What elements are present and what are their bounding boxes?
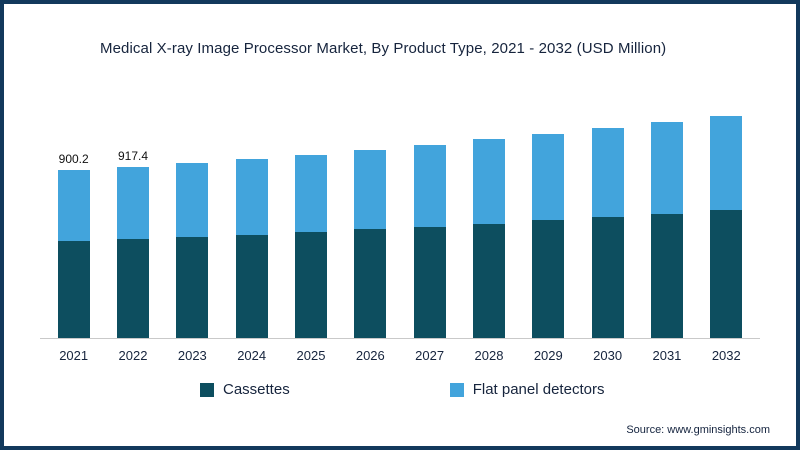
bar-group-2025 bbox=[281, 103, 340, 338]
bar-segment-cassettes bbox=[176, 236, 209, 338]
x-axis-label-2029: 2029 bbox=[533, 348, 563, 363]
stacked-bar bbox=[57, 170, 90, 338]
bar-segment-cassettes bbox=[235, 234, 268, 338]
bar-segment-flat-panel-detectors bbox=[116, 166, 149, 239]
bar-segment-cassettes bbox=[591, 217, 624, 338]
x-axis-line bbox=[40, 338, 760, 339]
stacked-bar bbox=[294, 154, 327, 338]
bar-segment-cassettes bbox=[710, 210, 743, 338]
bar-group-2029 bbox=[519, 103, 578, 338]
plot-area: 900.2 917.4 2021 2022 2023 2024 2025 2026 2027 2… bbox=[4, 103, 796, 363]
stacked-bar bbox=[472, 139, 505, 338]
bar-segment-flat-panel-detectors bbox=[532, 133, 565, 221]
bar-segment-flat-panel-detectors bbox=[472, 139, 505, 224]
legend-label-flat-panel-detectors: Flat panel detectors bbox=[472, 381, 605, 398]
legend-label-cassettes: Cassettes bbox=[223, 381, 290, 398]
x-axis-label-2031: 2031 bbox=[652, 348, 682, 363]
x-axis-labels: 2021 2022 2023 2024 2025 2026 2027 2028 2029 2030… bbox=[44, 348, 756, 363]
bar-segment-flat-panel-detectors bbox=[176, 163, 209, 237]
legend-item-cassettes: Cassettes bbox=[200, 381, 290, 398]
bar-segment-flat-panel-detectors bbox=[591, 127, 624, 218]
bar-segment-cassettes bbox=[116, 238, 149, 338]
stacked-bar bbox=[354, 150, 387, 338]
bar-segment-cassettes bbox=[532, 220, 565, 338]
x-axis-label-2021: 2021 bbox=[59, 348, 89, 363]
chart-title: Medical X-ray Image Processor Market, By… bbox=[100, 40, 667, 57]
x-axis-label-2023: 2023 bbox=[177, 348, 207, 363]
x-axis-label-2022: 2022 bbox=[118, 348, 148, 363]
x-axis-label-2027: 2027 bbox=[415, 348, 445, 363]
bar-segment-flat-panel-detectors bbox=[57, 170, 90, 241]
x-axis-label-2026: 2026 bbox=[355, 348, 385, 363]
bar-group-2023 bbox=[163, 103, 222, 338]
bar-segment-cassettes bbox=[472, 223, 505, 338]
bar-segment-cassettes bbox=[294, 232, 327, 338]
x-axis-label-2030: 2030 bbox=[593, 348, 623, 363]
bar-segment-flat-panel-detectors bbox=[413, 144, 446, 227]
stacked-bar bbox=[591, 127, 624, 338]
bar-total-label: 917.4 bbox=[117, 148, 148, 163]
bar-segment-flat-panel-detectors bbox=[294, 154, 327, 233]
bar-group-2021: 900.2 bbox=[44, 103, 103, 338]
legend: Cassettes Flat panel detectors bbox=[200, 381, 796, 398]
x-axis-label-2024: 2024 bbox=[237, 348, 267, 363]
stacked-bar bbox=[532, 133, 565, 338]
bars-container: 900.2 917.4 bbox=[44, 103, 756, 338]
x-axis-label-2028: 2028 bbox=[474, 348, 504, 363]
bar-segment-flat-panel-detectors bbox=[650, 122, 683, 214]
bar-segment-cassettes bbox=[413, 226, 446, 338]
bar-segment-cassettes bbox=[650, 213, 683, 338]
stacked-bar bbox=[235, 159, 268, 338]
bar-segment-flat-panel-detectors bbox=[354, 150, 387, 230]
legend-item-flat-panel-detectors: Flat panel detectors bbox=[449, 381, 605, 398]
bar-total-label: 900.2 bbox=[58, 152, 89, 167]
bar-segment-flat-panel-detectors bbox=[235, 159, 268, 235]
bar-group-2028 bbox=[459, 103, 518, 338]
source-text: Source: www.gminsights.com bbox=[626, 424, 770, 436]
cassettes-swatch-icon bbox=[200, 382, 214, 397]
stacked-bar bbox=[116, 166, 149, 338]
bar-group-2027 bbox=[400, 103, 459, 338]
flat-panel-swatch-icon bbox=[449, 382, 464, 397]
bar-group-2031 bbox=[637, 103, 696, 338]
bar-group-2032 bbox=[697, 103, 756, 338]
bar-group-2030 bbox=[578, 103, 637, 338]
stacked-bar bbox=[176, 163, 209, 338]
bar-group-2026 bbox=[341, 103, 400, 338]
x-axis-label-2032: 2032 bbox=[711, 348, 741, 363]
bar-group-2024 bbox=[222, 103, 281, 338]
stacked-bar bbox=[710, 116, 743, 338]
bar-segment-cassettes bbox=[354, 229, 387, 338]
stacked-bar bbox=[413, 144, 446, 338]
bar-segment-cassettes bbox=[57, 240, 90, 338]
stacked-bar bbox=[650, 122, 683, 338]
x-axis-label-2025: 2025 bbox=[296, 348, 326, 363]
bar-segment-flat-panel-detectors bbox=[710, 116, 743, 211]
bar-group-2022: 917.4 bbox=[103, 103, 162, 338]
